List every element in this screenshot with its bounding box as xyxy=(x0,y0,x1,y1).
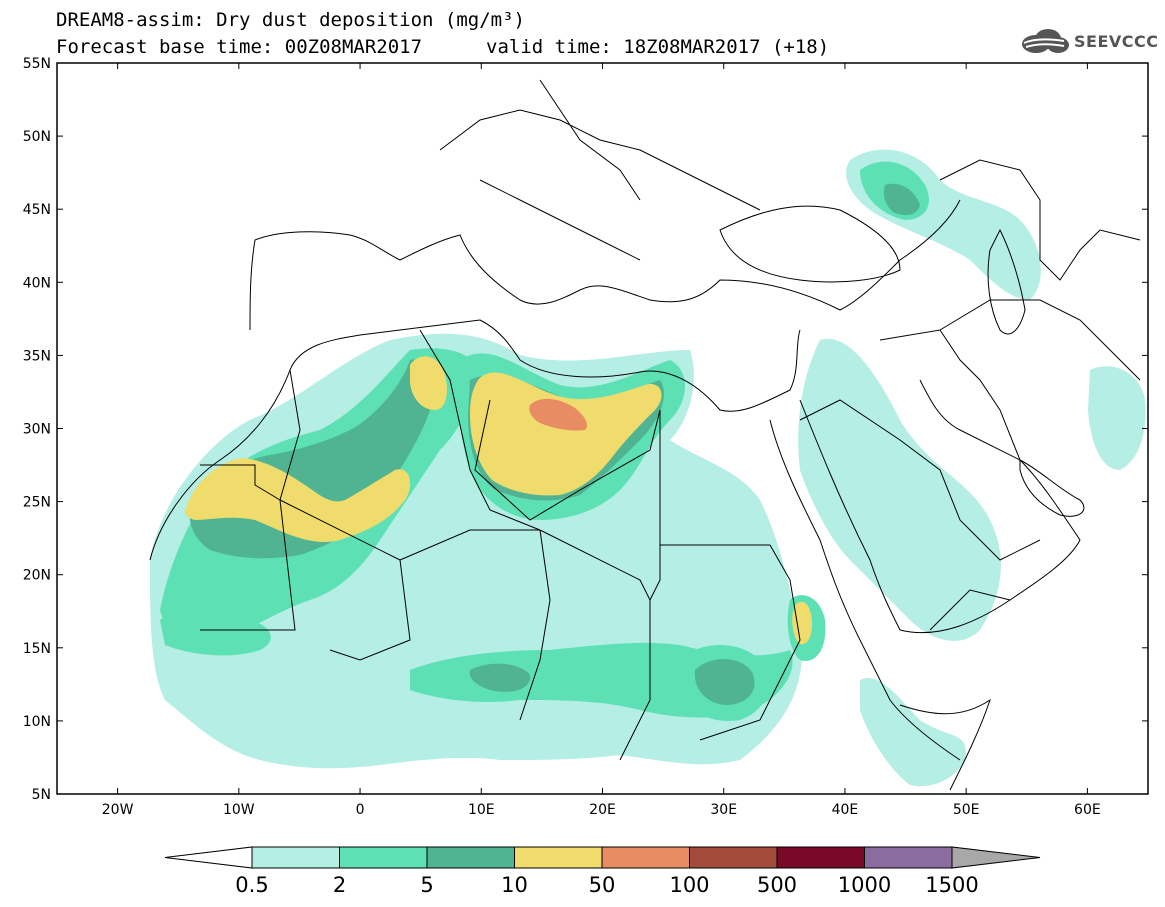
colorbar: 0.5 2 5 10 50 100 500 1000 1500 xyxy=(164,846,1041,897)
border-mali xyxy=(279,499,411,661)
coastline-caspian xyxy=(987,228,1026,335)
colorbar-level-label: 1500 xyxy=(925,873,978,897)
lat-tick-label: 25N xyxy=(23,495,51,511)
colorbar-segment xyxy=(689,846,778,869)
colorbar-under-triangle xyxy=(164,846,253,869)
contour-level-50-libya xyxy=(529,398,587,431)
lon-tick-label: 30E xyxy=(710,802,737,818)
contour-level-5-sahel xyxy=(469,663,531,692)
colorbar-segment xyxy=(601,846,690,869)
lon-tick-label: 40E xyxy=(832,802,859,818)
colorbar-segment xyxy=(339,846,428,869)
colorbar-segment xyxy=(776,846,865,869)
contour-level-10-libya xyxy=(470,372,662,496)
contour-level-0-5-arabia xyxy=(798,338,1001,641)
colorbar-level-label: 0.5 xyxy=(235,873,268,897)
lat-tick-label: 15N xyxy=(23,641,51,657)
contour-level-10-algeria xyxy=(410,356,447,410)
lat-tick-label: 40N xyxy=(23,275,51,291)
cloud-logo-icon xyxy=(1022,29,1069,53)
contour-level-10-west xyxy=(184,458,411,542)
lon-tick-label: 0 xyxy=(356,802,365,818)
colorbar-over-triangle xyxy=(951,846,1041,869)
coastline-black-sea xyxy=(719,205,901,283)
coastline-europe xyxy=(249,199,961,331)
lon-tick-label: 10E xyxy=(468,802,495,818)
coastlines-borders xyxy=(149,79,1141,791)
coastline-red-sea-west xyxy=(769,419,961,761)
lat-tick-label: 30N xyxy=(23,422,51,438)
map-area xyxy=(57,63,1148,794)
border-algeria xyxy=(279,329,541,531)
contour-level-5-caspian xyxy=(883,183,920,216)
logo-text: SEEVCCC xyxy=(1074,31,1159,51)
contour-level-0-5-iran xyxy=(1088,366,1146,470)
colorbar-segment xyxy=(426,846,515,869)
colorbar-level-label: 10 xyxy=(501,873,528,897)
border-iraq-iran xyxy=(879,299,1141,461)
lat-tick-label: 35N xyxy=(23,348,51,364)
border-russia-kazakh xyxy=(939,159,1141,281)
lon-tick-label: 10W xyxy=(223,802,255,818)
lat-tick-label: 20N xyxy=(23,568,51,584)
lon-tick-label: 50E xyxy=(953,802,980,818)
colorbar-segment xyxy=(251,846,340,869)
contour-level-5-sudan xyxy=(694,658,755,705)
border-sudan xyxy=(649,544,801,741)
lon-tick-label: 20E xyxy=(589,802,616,818)
map-title: DREAM8-assim: Dry dust deposition (mg/m³… xyxy=(56,9,525,31)
border-libya xyxy=(474,399,770,546)
border-mauritania xyxy=(200,464,296,631)
lat-tick-label: 55N xyxy=(23,56,51,72)
base-time: Forecast base time: 00Z08MAR2017 xyxy=(56,36,423,58)
contour-level-2-guinea xyxy=(160,610,271,656)
border-saudi xyxy=(799,399,1041,631)
longitude-axis: 20W 10W 0 10E 20E 30E 40E 50E 60E xyxy=(102,63,1101,818)
lat-tick-label: 50N xyxy=(23,129,51,145)
colorbar-level-label: 1000 xyxy=(838,873,891,897)
colorbar-segment xyxy=(514,846,603,869)
colorbar-level-label: 50 xyxy=(589,873,616,897)
colorbar-level-label: 2 xyxy=(333,873,346,897)
coastline-arabia xyxy=(799,379,1081,634)
latitude-axis: 55N 50N 45N 40N 35N 30N 25N 20N 15N 10N 5N xyxy=(23,56,1148,803)
lat-tick-label: 45N xyxy=(23,202,51,218)
seevccc-logo: SEEVCCC xyxy=(1018,26,1159,56)
lat-tick-label: 10N xyxy=(23,714,51,730)
border-europe-central xyxy=(439,79,761,261)
coastline-persian-gulf xyxy=(1019,459,1085,517)
contour-level-10-eritrea xyxy=(792,601,813,645)
forecast-times: Forecast base time: 00Z08MAR2017 valid ti… xyxy=(56,36,829,58)
coastline-horn-africa xyxy=(899,698,991,791)
colorbar-level-label: 500 xyxy=(757,873,797,897)
dust-contours xyxy=(150,149,1146,787)
colorbar-level-label: 100 xyxy=(669,873,709,897)
lon-tick-label: 60E xyxy=(1074,802,1101,818)
colorbar-level-label: 5 xyxy=(420,873,433,897)
valid-time: valid time: 18Z08MAR2017 (+18) xyxy=(486,36,830,58)
colorbar-segment xyxy=(864,846,953,869)
lat-tick-label: 5N xyxy=(32,787,51,803)
lon-tick-label: 20W xyxy=(102,802,134,818)
contour-level-0-5-horn xyxy=(860,678,966,787)
coastline-north-africa xyxy=(149,319,801,561)
